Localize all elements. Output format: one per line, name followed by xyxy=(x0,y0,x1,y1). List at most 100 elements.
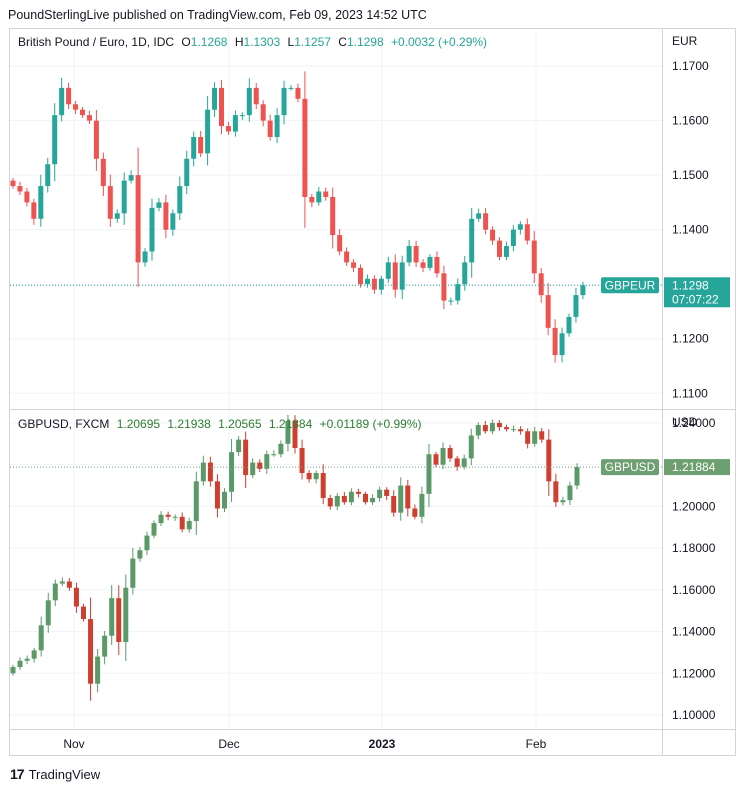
gbpusd-candle-body xyxy=(313,473,319,480)
gbpusd-candle-body xyxy=(222,491,227,509)
gbpeur-title: British Pound / Euro, 1D, IDC xyxy=(18,35,175,49)
gbpusd-candle-body xyxy=(172,516,178,518)
gbpeur-candle-body xyxy=(483,213,489,230)
gbpeur-candle-body xyxy=(281,87,287,116)
grid-layer xyxy=(10,29,662,729)
gbpusd-candle-body xyxy=(518,429,524,432)
gbpeur-candle-body xyxy=(580,285,586,296)
gbpusd-candle-body xyxy=(391,495,397,513)
gbpusd-candle-body xyxy=(461,458,467,467)
gbpeur-candle-body xyxy=(566,316,572,334)
gbpusd-candle-body xyxy=(144,535,150,551)
gbpusd-candle-body xyxy=(179,516,185,530)
high-value: 1.1303 xyxy=(243,35,281,49)
gbpeur-countdown: 07:07:22 xyxy=(672,292,719,306)
gbpusd-title: GBPUSD, FXCM xyxy=(18,417,110,431)
gbpusd-candle-body xyxy=(320,473,326,499)
tradingview-brand: TradingView xyxy=(28,766,101,782)
gbpusd-candle-body xyxy=(567,485,573,501)
gbpusd-candle-body xyxy=(299,447,305,474)
change-value: +0.01189 (+0.99%) xyxy=(319,417,422,431)
gbpeur-candle-body xyxy=(413,246,419,263)
gbpusd-candle-body xyxy=(348,491,354,503)
gbpusd-candle-body xyxy=(405,485,411,509)
gbpusd-candle-body xyxy=(45,600,51,626)
gbpeur-candle-body xyxy=(121,180,127,214)
gbpeur-candle-body xyxy=(114,213,120,219)
gbpeur-candle-body xyxy=(434,256,440,274)
gbpeur-candle-body xyxy=(503,246,509,257)
gbpeur-candle-body xyxy=(351,262,357,268)
gbpeur-candle-body xyxy=(420,262,426,268)
gbpeur-candle-body xyxy=(24,191,30,203)
gbpeur-candle-body xyxy=(93,120,99,159)
gbpeur-candle-body xyxy=(538,273,544,296)
gbpeur-candle-body xyxy=(212,87,218,110)
gbpeur-candle-body xyxy=(406,246,412,263)
gbpusd-y-tick-label: 1.14000 xyxy=(672,625,716,639)
gbpusd-legend: GBPUSD, FXCM 1.20695 1.21938 1.20565 1.2… xyxy=(18,417,429,431)
publisher-header: PoundSterlingLive published on TradingVi… xyxy=(8,8,427,22)
gbpeur-candle-body xyxy=(100,158,106,187)
gbpusd-candle-body xyxy=(384,489,390,496)
gbpeur-candle-body xyxy=(490,229,496,241)
open-label: O xyxy=(181,35,191,49)
gbpusd-candle-body xyxy=(137,550,143,559)
gbpusd-candle-body xyxy=(88,619,94,684)
gbpusd-candle-body xyxy=(574,467,580,486)
gbpusd-candle-body xyxy=(370,498,376,503)
gbpeur-y-tick-label: 1.1400 xyxy=(672,223,709,237)
tradingview-footer[interactable]: 17 TradingView xyxy=(10,766,100,782)
x-tick-label: Nov xyxy=(63,737,84,751)
gbpeur-candle-body xyxy=(358,267,363,285)
gbpusd-candle-body xyxy=(271,454,277,456)
gbpusd-candle-body xyxy=(546,439,552,482)
gbpusd-candle-body xyxy=(116,598,122,642)
low-value: 1.20565 xyxy=(218,417,262,431)
gbpusd-candle-body xyxy=(243,439,249,476)
gbpusd-y-tick-label: 1.16000 xyxy=(672,583,716,597)
gbpeur-candle-body xyxy=(156,202,162,208)
gbpusd-candle-body xyxy=(24,658,30,661)
gbpusd-y-tick-label: 1.10000 xyxy=(672,708,716,722)
gbpeur-candle-body xyxy=(531,240,537,274)
gbpeur-candle-body xyxy=(253,87,259,105)
gbpeur-candle-body xyxy=(219,87,224,127)
close-label: C xyxy=(338,35,347,49)
gbpeur-y-tick-label: 1.1600 xyxy=(672,114,709,128)
gbpusd-candle-body xyxy=(433,454,439,465)
gbpusd-candle-body xyxy=(207,462,213,482)
gbpusd-candle-body xyxy=(285,420,291,444)
gbpeur-candle-body xyxy=(163,202,169,230)
gbpusd-candle-body xyxy=(17,660,23,668)
gbpeur-candle-body xyxy=(59,87,65,116)
gbpusd-candle-body xyxy=(292,420,298,448)
gbpeur-candle-body xyxy=(135,175,141,263)
gbpusd-candle-body xyxy=(130,558,136,588)
gbpeur-candle-body xyxy=(573,295,579,317)
gbpeur-candle-body xyxy=(524,224,530,241)
gbpusd-candle-body xyxy=(10,667,16,674)
gbpeur-candle-body xyxy=(80,109,85,116)
close-value: 1.21884 xyxy=(268,417,313,431)
gbpeur-legend: British Pound / Euro, 1D, IDC O1.1268 H1… xyxy=(18,35,495,49)
gbpeur-candle-body xyxy=(225,126,231,132)
gbpeur-candle-body xyxy=(17,186,23,192)
gbpeur-candle-body xyxy=(441,273,447,301)
gbpusd-y-tick-label: 1.12000 xyxy=(672,666,716,680)
gbpeur-symbol-tag xyxy=(601,277,659,294)
gbpeur-candle-body xyxy=(476,213,482,219)
gbpeur-candle-body xyxy=(316,191,322,203)
gbpusd-candle-body xyxy=(468,435,474,459)
gbpusd-symbol-label: GBPUSD xyxy=(605,460,656,474)
gbpusd-candle-body xyxy=(412,508,418,517)
gbpeur-candle-body xyxy=(364,278,370,285)
gbpeur-candle-body xyxy=(448,300,454,302)
gbpusd-candle-body xyxy=(560,500,566,503)
gbpeur-candle-body xyxy=(295,87,301,99)
gbpusd-candle-body xyxy=(504,427,509,430)
gbpeur-candle-body xyxy=(260,104,266,121)
gbpusd-candle-body xyxy=(363,493,368,503)
gbpusd-candle-body xyxy=(327,498,333,507)
